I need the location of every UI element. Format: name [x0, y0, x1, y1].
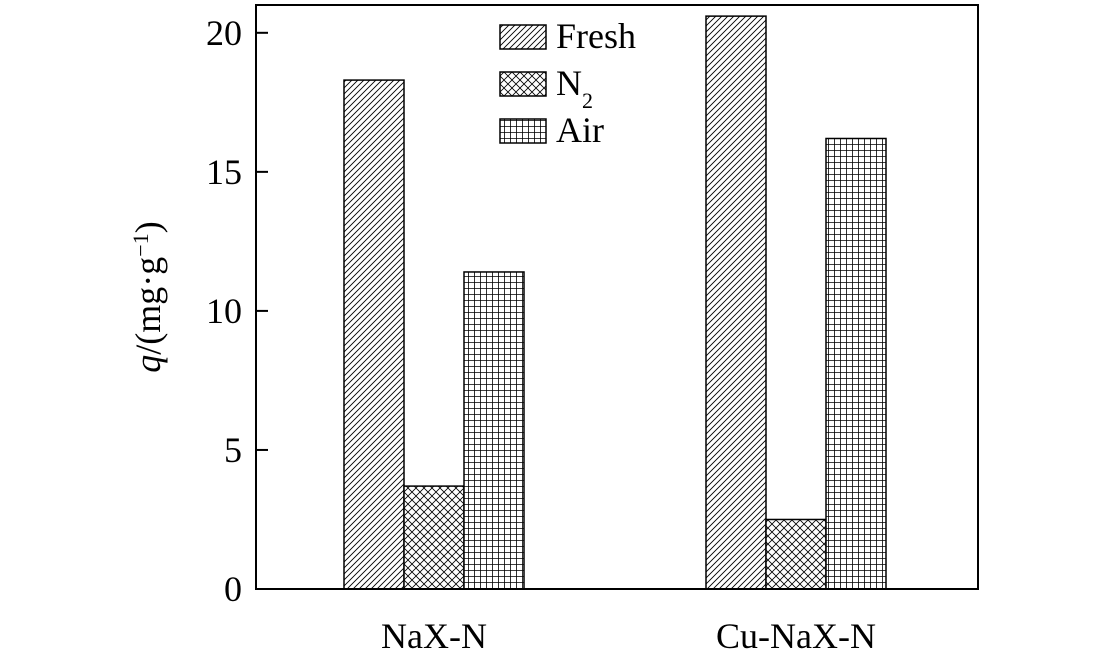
legend-label: N2	[556, 63, 593, 113]
y-tick-label: 0	[224, 569, 242, 609]
y-ticks-group: 0 5 10 15 20	[206, 13, 268, 609]
bar-fresh-1	[705, 15, 767, 590]
bar-fresh-0	[343, 79, 405, 590]
legend-swatch	[499, 118, 547, 144]
y-tick-label: 20	[206, 13, 242, 53]
bar-n-1	[765, 518, 827, 590]
bar-air-0	[463, 271, 525, 590]
y-tick-label: 15	[206, 152, 242, 192]
bar-air-1	[825, 137, 887, 590]
y-tick-label: 5	[224, 430, 242, 470]
bar-n-0	[403, 485, 465, 590]
x-categories-group: NaX-N Cu-NaX-N	[381, 616, 876, 656]
legend-label: Air	[556, 110, 604, 150]
x-category-label: Cu-NaX-N	[716, 616, 876, 656]
y-axis-label: q/(mg·g−1)	[128, 221, 169, 372]
x-category-label: NaX-N	[381, 616, 487, 656]
y-tick-label: 10	[206, 291, 242, 331]
plot-frame	[255, 4, 979, 590]
legend-swatch	[499, 71, 547, 97]
legend-swatch	[499, 24, 547, 50]
bars-group	[343, 15, 887, 590]
legend-label: Fresh	[556, 16, 636, 56]
